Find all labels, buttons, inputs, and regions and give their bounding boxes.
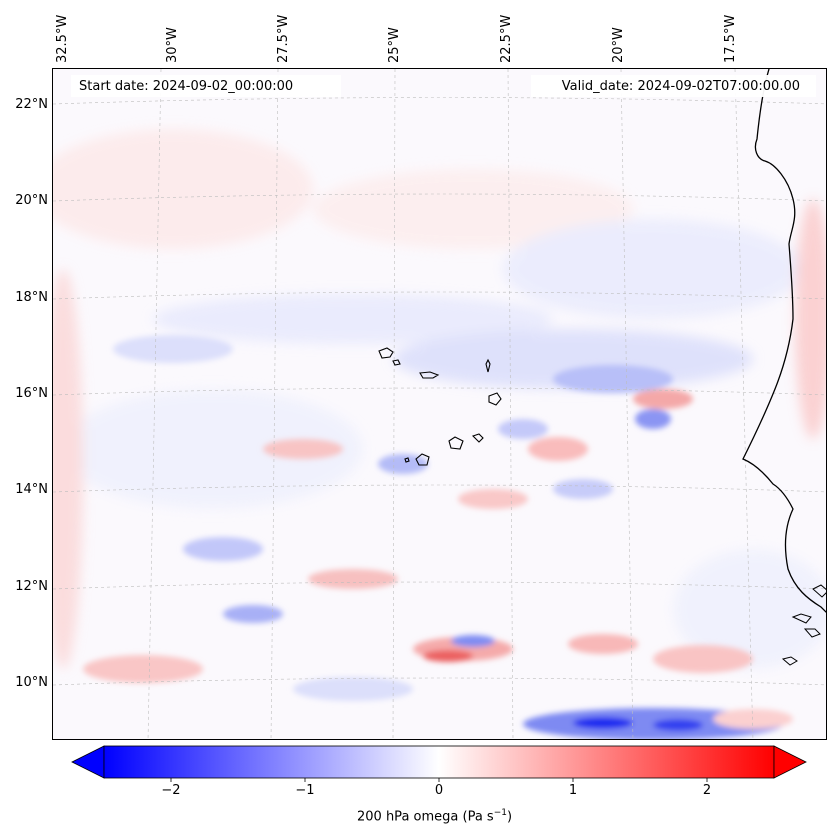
lon-label-32-5w: 32.5°W [55,14,70,63]
omega-field [53,69,826,739]
valid-date-label: Valid_date: 2024-09-02T07:00:00.00 [561,79,800,94]
lat-label-22n: 22°N [15,97,48,112]
colorbar-title-sup: −1 [493,808,507,818]
colorbar-title-close: ) [506,809,513,825]
lon-label-17-5w: 17.5°W [723,14,738,63]
coast-islands-south [781,584,826,666]
colorbar-extend-low [71,745,105,779]
map-panel: Start date: 2024-09-02_00:00:00 Valid_da… [52,68,827,740]
colorbar-title-text: 200 hPa omega (Pa s [357,809,494,825]
lat-label-10n: 10°N [15,675,48,690]
start-date-label: Start date: 2024-09-02_00:00:00 [79,79,294,94]
colorbar-title: 200 hPa omega (Pa s−1) [357,808,512,824]
colorbar [71,745,807,782]
colorbar-ticks [170,778,708,782]
colorbar-bar [103,745,775,779]
valid-date-box [531,75,816,97]
lat-label-14n: 14°N [15,482,48,497]
lat-label-20n: 20°N [15,193,48,208]
lon-label-20w: 20°W [611,27,626,63]
colorbar-tick-label: −2 [161,783,181,798]
lat-label-12n: 12°N [15,579,48,594]
lon-label-25w: 25°W [387,27,402,63]
start-date-box [71,75,341,97]
colorbar-tick-label: −1 [295,783,315,798]
island-outlines [378,347,502,466]
colorbar-tick-label: 0 [434,783,444,798]
colorbar-tick-label: 1 [568,783,578,798]
lon-label-30w: 30°W [165,27,180,63]
graticule [53,69,826,739]
lon-label-27-5w: 27.5°W [276,14,291,63]
lat-label-16n: 16°N [15,386,48,401]
lat-label-18n: 18°N [15,290,48,305]
africa-coastline [742,69,826,613]
colorbar-tick-label: 2 [702,783,712,798]
lon-label-22-5w: 22.5°W [499,14,514,63]
colorbar-extend-high [773,745,807,779]
